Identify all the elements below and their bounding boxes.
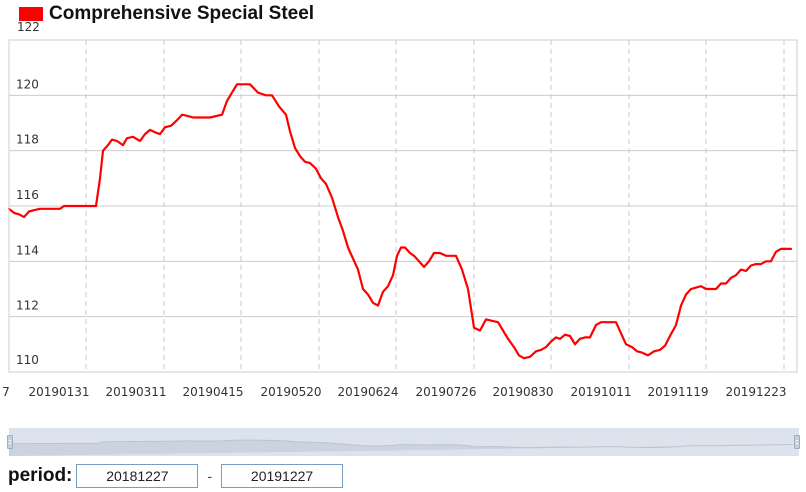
svg-text:20190415: 20190415 bbox=[182, 385, 243, 399]
svg-text:20190311: 20190311 bbox=[105, 385, 166, 399]
chart-title: Comprehensive Special Steel bbox=[49, 3, 315, 24]
svg-text:7: 7 bbox=[2, 385, 10, 399]
range-end-handle[interactable] bbox=[794, 435, 800, 449]
svg-text:110: 110 bbox=[16, 353, 39, 367]
navigator-series-area bbox=[8, 439, 793, 456]
y-axis-ticks: 122 120 118 116 114 112 110 bbox=[16, 20, 40, 367]
svg-text:112: 112 bbox=[16, 299, 39, 313]
svg-text:116: 116 bbox=[16, 188, 39, 202]
svg-text:122: 122 bbox=[17, 20, 40, 34]
series-line bbox=[7, 83, 793, 360]
chart-grid bbox=[9, 40, 797, 372]
svg-text:20190726: 20190726 bbox=[415, 385, 476, 399]
svg-text:20191011: 20191011 bbox=[570, 385, 631, 399]
svg-text:114: 114 bbox=[16, 243, 39, 257]
range-start-handle[interactable] bbox=[7, 435, 13, 449]
plot-border bbox=[8, 39, 798, 373]
period-label: period: bbox=[8, 465, 73, 486]
line-chart[interactable]: 122 120 118 116 114 112 110 7 20190131 20190311 2… bbox=[0, 0, 806, 420]
range-navigator[interactable] bbox=[8, 428, 799, 456]
svg-text:20190624: 20190624 bbox=[337, 385, 398, 399]
start-date-input[interactable] bbox=[76, 464, 199, 488]
svg-text:20190520: 20190520 bbox=[260, 385, 321, 399]
legend-color-swatch bbox=[19, 7, 43, 21]
chart-legend[interactable]: Comprehensive Special Steel bbox=[19, 3, 314, 25]
date-separator: - bbox=[207, 468, 213, 484]
svg-text:20191119: 20191119 bbox=[647, 385, 708, 399]
end-date-input[interactable] bbox=[221, 464, 344, 488]
period-selector: period: - bbox=[8, 462, 344, 490]
svg-text:20190830: 20190830 bbox=[492, 385, 553, 399]
svg-text:118: 118 bbox=[16, 133, 39, 147]
svg-text:20190131: 20190131 bbox=[28, 385, 89, 399]
x-axis-ticks: 7 20190131 20190311 20190415 20190520 2019062… bbox=[2, 385, 786, 399]
svg-text:120: 120 bbox=[16, 77, 39, 91]
svg-text:20191223: 20191223 bbox=[725, 385, 786, 399]
